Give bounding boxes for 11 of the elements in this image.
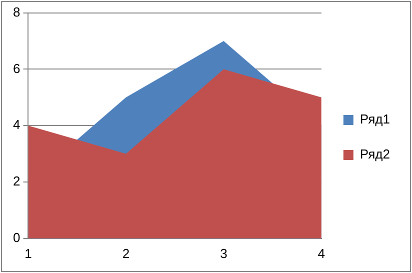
legend-label: Ряд2 (360, 146, 390, 162)
y-tick-label: 8 (12, 4, 20, 20)
y-tick-label: 6 (12, 60, 20, 76)
y-tick-label: 4 (12, 117, 20, 132)
x-tick-label: 1 (24, 246, 32, 261)
x-tick-label: 4 (318, 246, 326, 261)
legend-label: Ряд1 (360, 112, 390, 127)
x-tick-label: 2 (122, 246, 130, 261)
y-tick-label: 2 (12, 174, 20, 189)
x-tick-label: 3 (220, 246, 228, 261)
y-tick-label: 0 (12, 230, 20, 245)
